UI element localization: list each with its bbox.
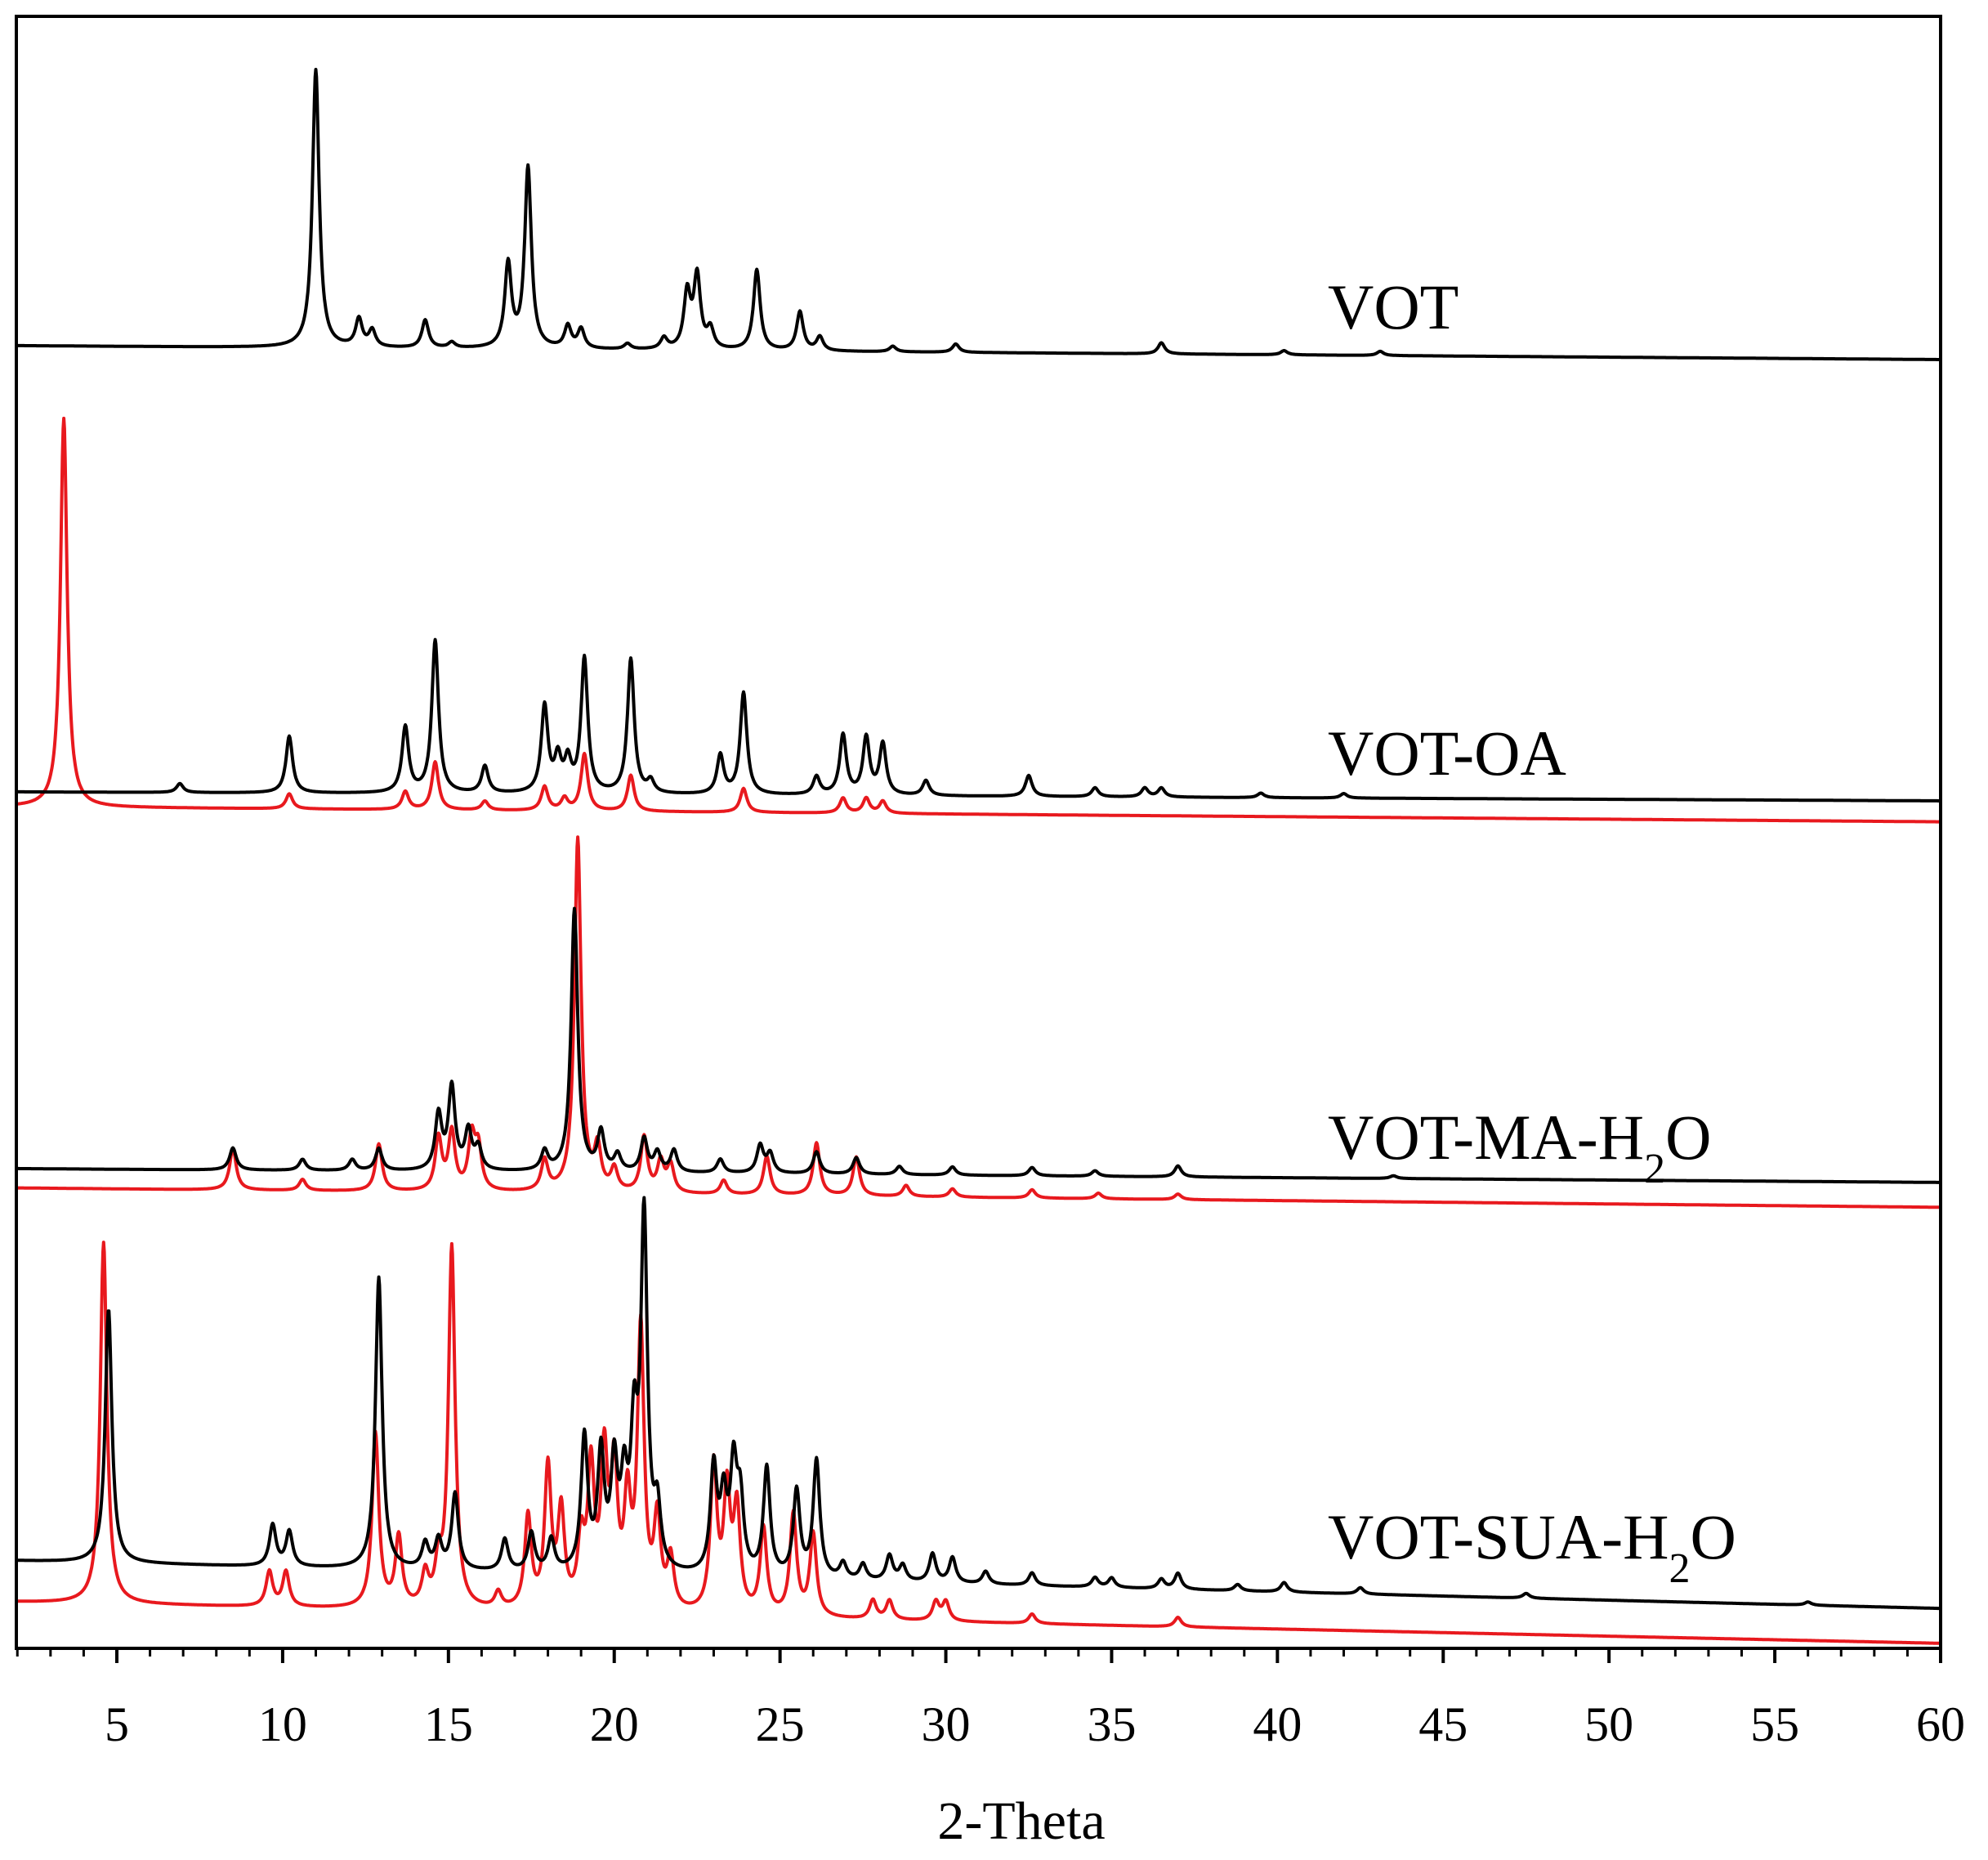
trace-vot-oa-experimental [16, 637, 1942, 803]
trace-vot-ma-h2o-experimental [16, 906, 1942, 1184]
x-tick-label-40: 40 [1253, 1697, 1302, 1751]
trace-vot-experimental [16, 68, 1942, 361]
x-tick-label-55: 55 [1750, 1697, 1799, 1751]
x-tick-label-30: 30 [922, 1697, 971, 1751]
trace-vot-sua-h2o-simulated [16, 1241, 1942, 1645]
trace-vot-oa-simulated [16, 416, 1942, 824]
x-tick-label-25: 25 [756, 1697, 805, 1751]
trace-vot-ma-h2o-simulated [16, 835, 1942, 1209]
x-axis: 5 10 15 20 25 30 35 40 45 50 55 60 [16, 1648, 1965, 1751]
series-label-vot-ma-h2o: VOT-MA-H2O [1328, 1102, 1711, 1192]
x-tick-label-35: 35 [1087, 1697, 1136, 1751]
x-tick-label-15: 15 [424, 1697, 473, 1751]
series-label-vot-oa: VOT-OA [1328, 718, 1566, 789]
x-tick-label-50: 50 [1584, 1697, 1633, 1751]
series-label-vot-sua-h2o: VOT-SUA-H2O [1328, 1501, 1736, 1592]
series-labels-layer: VOT VOT-OA VOT-MA-H2O VOT-SUA-H2O [1328, 271, 1736, 1592]
x-tick-label-60: 60 [1916, 1697, 1965, 1751]
series-label-vot: VOT [1328, 271, 1459, 342]
x-tick-label-20: 20 [590, 1697, 639, 1751]
traces-layer [16, 68, 1942, 1645]
x-tick-label-45: 45 [1418, 1697, 1468, 1751]
x-tick-label-10: 10 [258, 1697, 307, 1751]
trace-vot-sua-h2o-experimental [16, 1196, 1942, 1611]
x-axis-title: 2-Theta [937, 1791, 1105, 1851]
x-tick-label-5: 5 [105, 1697, 129, 1751]
